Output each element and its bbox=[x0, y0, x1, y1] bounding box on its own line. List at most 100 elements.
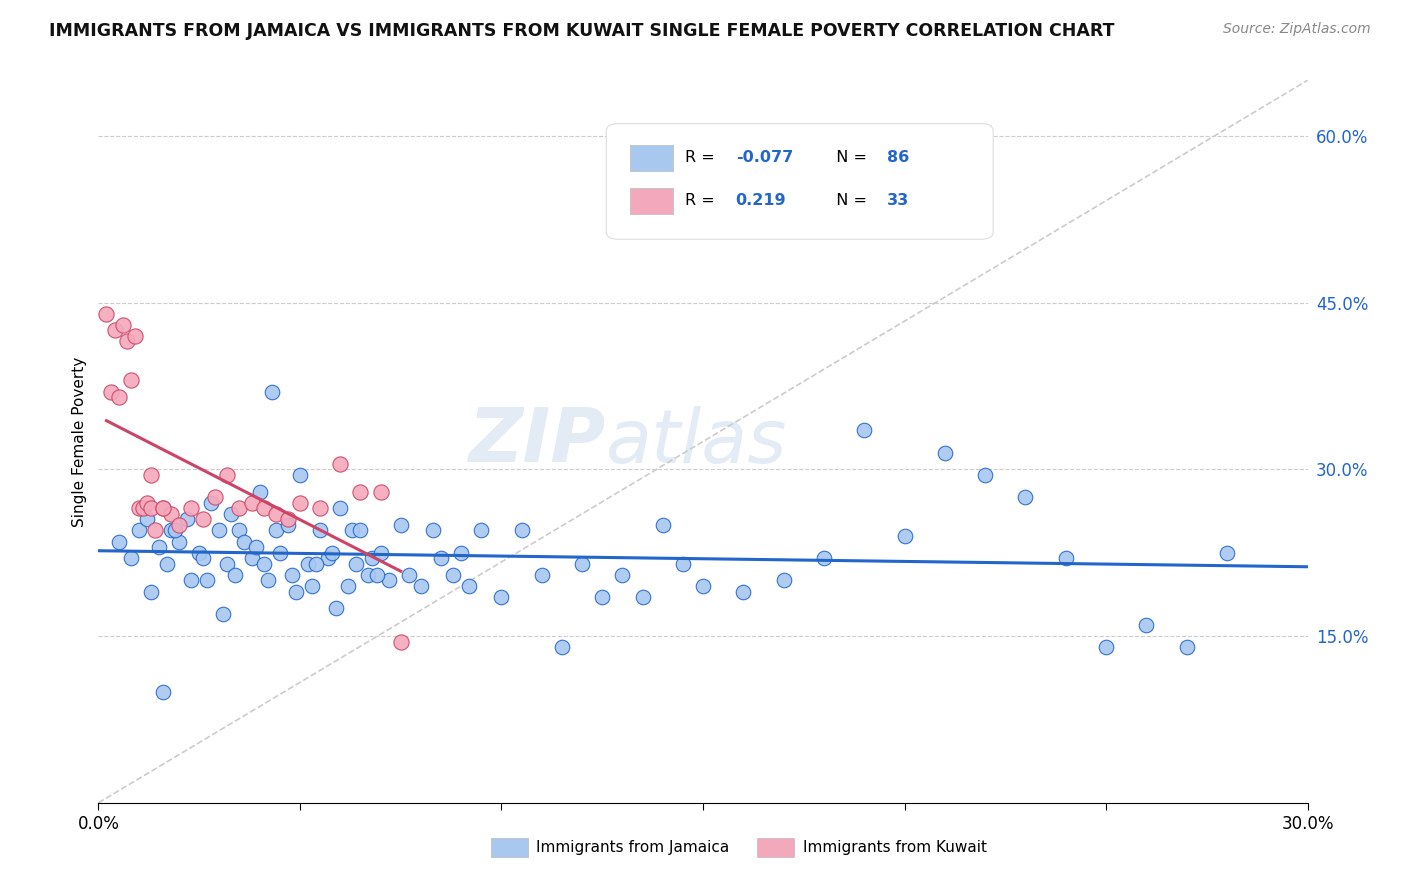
Point bbox=[288, 467, 311, 482]
Point bbox=[135, 512, 157, 526]
Point bbox=[813, 551, 835, 566]
Point bbox=[551, 640, 574, 655]
Point bbox=[240, 496, 263, 510]
Point bbox=[309, 524, 332, 538]
Point bbox=[377, 574, 399, 588]
Point bbox=[212, 607, 235, 621]
Text: 86: 86 bbox=[887, 150, 910, 165]
Point bbox=[269, 546, 291, 560]
Point bbox=[245, 540, 267, 554]
Point bbox=[329, 501, 352, 516]
Text: R =: R = bbox=[685, 150, 720, 165]
Point bbox=[256, 574, 278, 588]
Point bbox=[301, 579, 323, 593]
Point bbox=[631, 590, 654, 604]
Point bbox=[1095, 640, 1118, 655]
Text: -0.077: -0.077 bbox=[735, 150, 793, 165]
Point bbox=[325, 601, 347, 615]
Point bbox=[152, 501, 174, 516]
Point bbox=[232, 534, 254, 549]
Point bbox=[422, 524, 444, 538]
Point bbox=[128, 524, 150, 538]
Point bbox=[120, 373, 142, 387]
Point bbox=[409, 579, 432, 593]
FancyBboxPatch shape bbox=[630, 188, 672, 214]
Point bbox=[361, 551, 384, 566]
Point bbox=[228, 524, 250, 538]
Point bbox=[329, 457, 352, 471]
Point bbox=[107, 390, 129, 404]
Point bbox=[366, 568, 388, 582]
Point bbox=[458, 579, 481, 593]
Point bbox=[260, 384, 283, 399]
Point bbox=[148, 540, 170, 554]
Point bbox=[733, 584, 755, 599]
Point bbox=[217, 557, 239, 571]
Point bbox=[264, 507, 287, 521]
Point bbox=[389, 517, 412, 532]
Point bbox=[163, 524, 186, 538]
Point bbox=[156, 557, 179, 571]
Point bbox=[152, 684, 174, 698]
Point bbox=[167, 534, 190, 549]
Point bbox=[139, 584, 162, 599]
Point bbox=[221, 507, 243, 521]
Point bbox=[103, 323, 125, 337]
Text: Immigrants from Jamaica: Immigrants from Jamaica bbox=[536, 840, 730, 855]
Point bbox=[651, 517, 673, 532]
Text: IMMIGRANTS FROM JAMAICA VS IMMIGRANTS FROM KUWAIT SINGLE FEMALE POVERTY CORRELAT: IMMIGRANTS FROM JAMAICA VS IMMIGRANTS FR… bbox=[49, 22, 1115, 40]
Point bbox=[188, 546, 211, 560]
Point bbox=[160, 524, 183, 538]
Point bbox=[111, 318, 134, 332]
Point bbox=[288, 496, 311, 510]
Point bbox=[612, 568, 634, 582]
Point bbox=[309, 501, 332, 516]
Point bbox=[128, 501, 150, 516]
Text: N =: N = bbox=[827, 150, 873, 165]
Point bbox=[139, 501, 162, 516]
Point bbox=[853, 424, 876, 438]
Text: R =: R = bbox=[685, 194, 720, 209]
FancyBboxPatch shape bbox=[606, 124, 993, 239]
Text: 33: 33 bbox=[887, 194, 910, 209]
Point bbox=[281, 568, 304, 582]
Point bbox=[180, 574, 202, 588]
Point bbox=[316, 551, 339, 566]
Point bbox=[160, 507, 183, 521]
FancyBboxPatch shape bbox=[630, 145, 672, 170]
Point bbox=[96, 307, 118, 321]
Point bbox=[772, 574, 794, 588]
Point bbox=[441, 568, 464, 582]
Point bbox=[200, 496, 222, 510]
Point bbox=[277, 517, 299, 532]
Point bbox=[180, 501, 202, 516]
Point bbox=[253, 501, 276, 516]
Point bbox=[1175, 640, 1198, 655]
Point bbox=[143, 524, 166, 538]
Point bbox=[1135, 618, 1157, 632]
Point bbox=[240, 551, 263, 566]
Point bbox=[152, 501, 174, 516]
FancyBboxPatch shape bbox=[758, 838, 794, 857]
FancyBboxPatch shape bbox=[492, 838, 527, 857]
Point bbox=[208, 524, 231, 538]
Point bbox=[305, 557, 328, 571]
Point bbox=[120, 551, 142, 566]
Text: N =: N = bbox=[827, 194, 873, 209]
Point bbox=[1014, 490, 1036, 504]
Point bbox=[107, 534, 129, 549]
Text: Source: ZipAtlas.com: Source: ZipAtlas.com bbox=[1223, 22, 1371, 37]
Point bbox=[193, 512, 215, 526]
Point bbox=[344, 557, 367, 571]
Point bbox=[224, 568, 246, 582]
Point bbox=[571, 557, 593, 571]
Point bbox=[510, 524, 533, 538]
Point bbox=[321, 546, 343, 560]
Point bbox=[692, 579, 714, 593]
Point bbox=[297, 557, 319, 571]
Point bbox=[893, 529, 915, 543]
Point bbox=[470, 524, 492, 538]
Point bbox=[193, 551, 215, 566]
Text: 0.219: 0.219 bbox=[735, 194, 786, 209]
Text: ZIP: ZIP bbox=[470, 405, 606, 478]
